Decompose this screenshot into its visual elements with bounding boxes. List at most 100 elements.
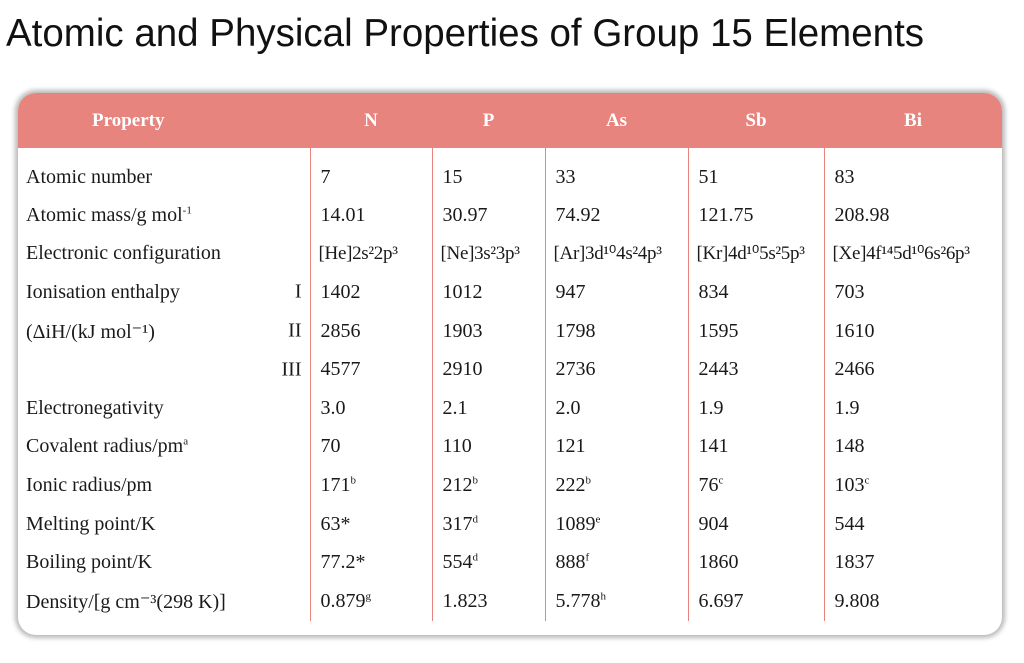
- property-label: Atomic number: [26, 165, 153, 188]
- property-label: Covalent radius/pm: [26, 435, 184, 458]
- value-cell: 554d: [431, 543, 545, 582]
- property-label: Atomic mass/g mol: [26, 203, 183, 226]
- value-cell: 212b: [431, 466, 545, 505]
- cell-value: 2856: [320, 319, 361, 342]
- value-cell: 1798: [544, 311, 688, 351]
- cell-value: 9.808: [834, 589, 880, 612]
- cell-value: 1860: [698, 551, 739, 574]
- value-cell: 1089e: [544, 504, 688, 544]
- property-label-cell: Atomic mass/g mol-1: [18, 196, 310, 235]
- cell-value: 703: [834, 280, 865, 303]
- property-label-cell: Electronic configuration: [18, 235, 310, 274]
- cell-value: [Ne]3s²3p³: [440, 242, 520, 264]
- value-cell: 110: [431, 427, 545, 467]
- cell-value: [Xe]4f¹⁴5d¹⁰6s²6p³: [832, 243, 970, 265]
- cell-value: 171: [320, 473, 351, 496]
- footnote-marker: b: [472, 474, 479, 487]
- value-cell: 1402: [309, 273, 432, 312]
- value-cell: 1837: [823, 543, 1002, 582]
- value-cell: 888f: [544, 543, 688, 582]
- cell-value: 1402: [320, 280, 361, 303]
- cell-value: 148: [834, 435, 865, 458]
- cell-value: 30.97: [442, 203, 488, 226]
- value-cell: 171b: [309, 466, 432, 505]
- value-cell: 1860: [687, 543, 824, 582]
- cell-value: 2.1: [442, 396, 468, 419]
- header-bi: Bi: [904, 109, 922, 131]
- property-label-cell: III: [18, 350, 310, 389]
- cell-value: 103: [834, 473, 865, 496]
- table-row: Electronegativity 3.0 2.1 2.0 1.9 1.9: [18, 388, 1002, 428]
- value-cell: 51: [687, 148, 824, 196]
- property-label-cell: Ionisation enthalpy I: [18, 273, 310, 312]
- property-label-cell: Atomic number: [18, 148, 310, 196]
- cell-value: 4577: [320, 358, 361, 381]
- ionisation-order-label: II: [288, 319, 302, 342]
- cell-value: 51: [698, 165, 719, 188]
- property-label: Density/[g cm⁻³(298 K)]: [26, 590, 226, 613]
- value-cell: 76c: [687, 466, 824, 505]
- table-row: III 4577 2910 2736 2443 2466: [18, 350, 1002, 389]
- cell-value: 7: [320, 165, 331, 188]
- footnote-marker: b: [350, 474, 357, 487]
- header-p: P: [482, 109, 495, 131]
- value-cell: 2736: [544, 350, 688, 389]
- header-sb: Sb: [745, 109, 767, 131]
- value-cell: 4577: [309, 350, 432, 389]
- table-row: Ionisation enthalpy I 1402 1012 947 834 703: [18, 273, 1002, 312]
- value-cell: [Kr]4d¹⁰5s²5p³: [687, 234, 824, 274]
- cell-value: 6.697: [698, 589, 744, 612]
- property-label: Melting point/K: [26, 512, 156, 535]
- cell-value: 212: [442, 473, 473, 496]
- header-as: As: [605, 109, 628, 131]
- value-cell: 222b: [544, 466, 688, 505]
- value-cell: 1903: [431, 311, 545, 351]
- value-cell: 2.0: [544, 388, 688, 428]
- property-label: Ionic radius/pm: [26, 473, 153, 496]
- table-row: Covalent radius/pma 70 110 121 141 148: [18, 427, 1002, 467]
- property-label: Boiling point/K: [26, 551, 153, 574]
- footnote-marker: c: [864, 474, 870, 487]
- value-cell: 1595: [687, 311, 824, 351]
- value-cell: 1610: [823, 311, 1002, 351]
- cell-value: 2.0: [555, 396, 581, 419]
- ionisation-order-label: III: [281, 358, 302, 381]
- cell-value: 904: [698, 512, 729, 535]
- value-cell: 15: [431, 148, 545, 196]
- value-cell: 317d: [431, 504, 545, 544]
- cell-value: 1903: [442, 319, 483, 342]
- property-label: Electronic configuration: [26, 242, 221, 265]
- cell-value: 947: [555, 280, 586, 303]
- value-cell: 14.01: [309, 196, 432, 235]
- value-cell: 141: [687, 427, 824, 467]
- value-cell: 9.808: [823, 581, 1002, 621]
- value-cell: 947: [544, 273, 688, 312]
- cell-value: 554: [442, 551, 473, 574]
- value-cell: 103c: [823, 466, 1002, 505]
- cell-value: [He]2s²2p³: [318, 242, 398, 264]
- cell-value: 1012: [442, 280, 483, 303]
- footnote-marker: d: [472, 512, 479, 525]
- cell-value: 33: [555, 165, 576, 188]
- properties-table: Property N P As Sb Bi Atomic number 7 15 33…: [18, 93, 1002, 621]
- properties-table-card: Property N P As Sb Bi Atomic number 7 15 33…: [18, 93, 1002, 635]
- value-cell: 5.778h: [544, 581, 688, 621]
- cell-value: 77.2*: [320, 551, 366, 574]
- property-label-cell: Boiling point/K: [18, 543, 310, 582]
- value-cell: [Ne]3s²3p³: [431, 234, 545, 274]
- value-cell: 1.9: [823, 388, 1002, 428]
- cell-value: 63*: [320, 512, 351, 535]
- value-cell: [Ar]3d¹⁰4s²4p³: [544, 234, 688, 274]
- table-row: Boiling point/K 77.2* 554d 888f 1860 1837: [18, 543, 1002, 582]
- cell-value: 121.75: [698, 203, 754, 226]
- value-cell: 30.97: [431, 196, 545, 235]
- cell-value: 14.01: [320, 203, 366, 226]
- cell-value: 544: [834, 512, 865, 535]
- value-cell: 148: [823, 427, 1002, 467]
- cell-value: 1610: [834, 319, 875, 342]
- table-row: (ΔiH/(kJ mol⁻¹) II 2856 1903 1798 1595 1610: [18, 311, 1002, 351]
- table-row: Electronic configuration [He]2s²2p³ [Ne]3s…: [18, 234, 1002, 274]
- value-cell: [Xe]4f¹⁴5d¹⁰6s²6p³: [823, 234, 1002, 274]
- cell-value: 2466: [834, 358, 875, 381]
- cell-value: 1.9: [698, 396, 724, 419]
